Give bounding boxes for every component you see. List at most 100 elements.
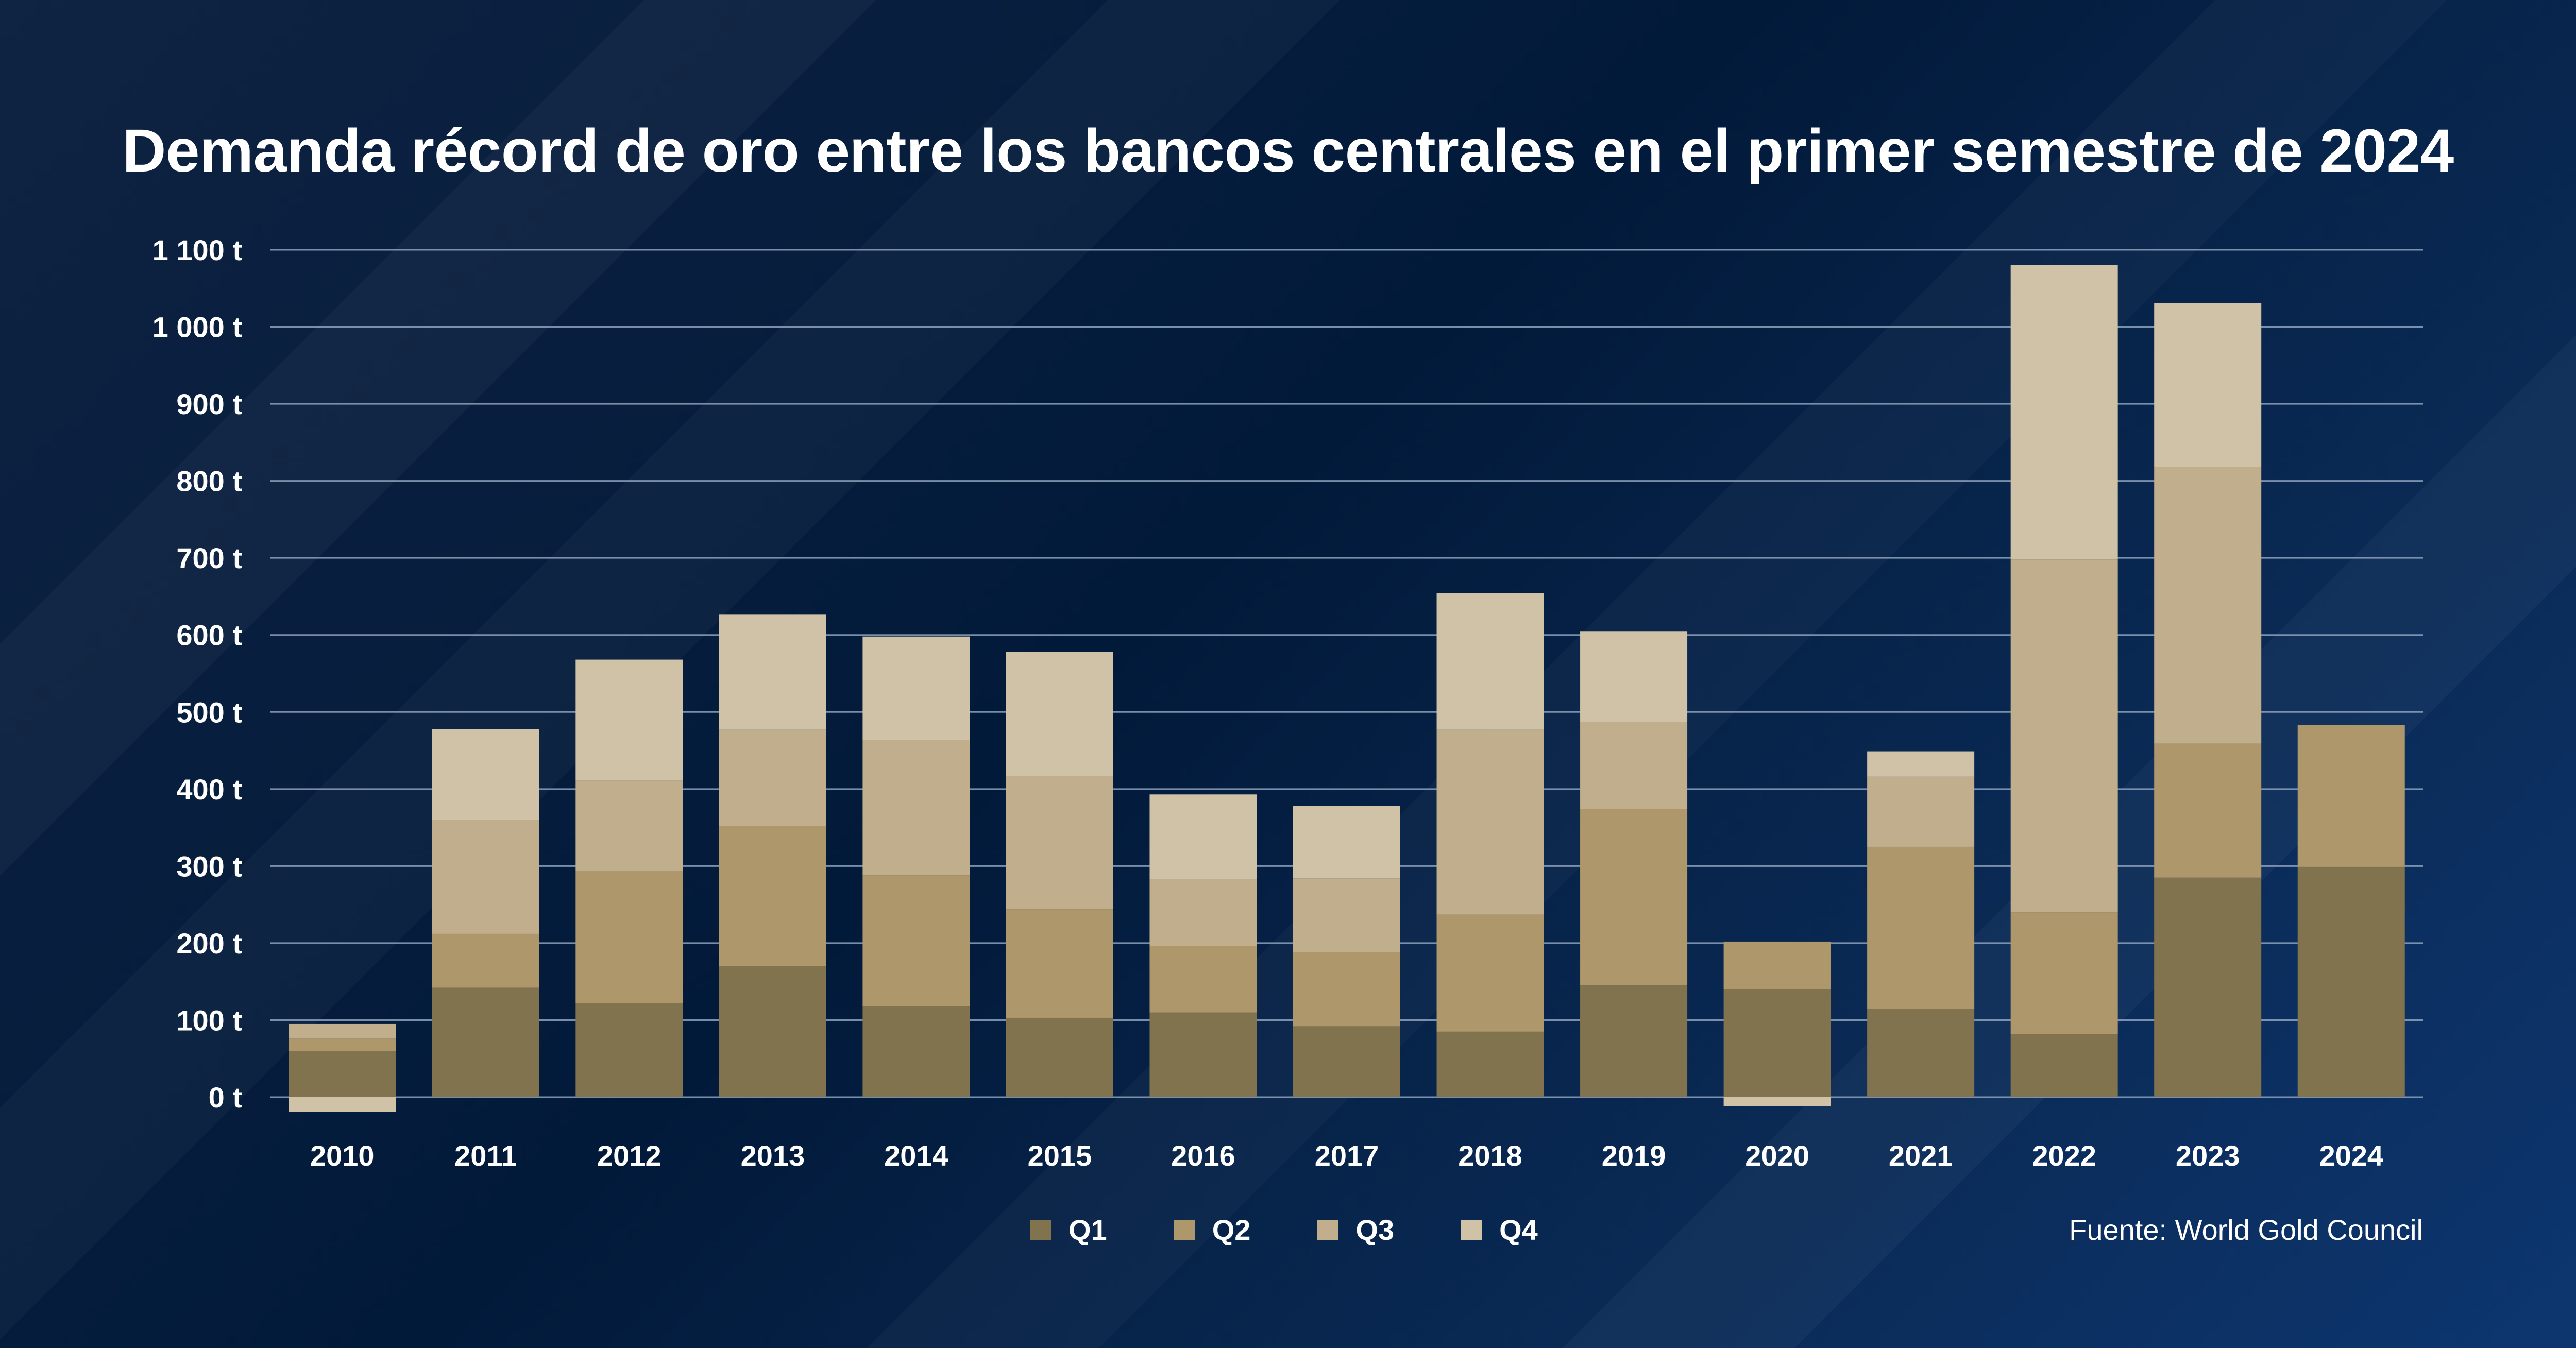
x-tick-label: 2013	[741, 1139, 805, 1172]
bar-segment	[1436, 593, 1544, 730]
x-tick-label: 2012	[597, 1139, 662, 1172]
x-tick-label: 2015	[1028, 1139, 1092, 1172]
bar-segment	[862, 740, 970, 876]
bar-segment	[2010, 1034, 2118, 1097]
bar-segment	[1149, 879, 1257, 946]
bar-segment	[1149, 1012, 1257, 1097]
bar-segment	[1006, 1017, 1113, 1097]
y-tick-label: 1 000 t	[152, 311, 242, 344]
x-tick-label: 2011	[454, 1139, 517, 1172]
legend-item: Q2	[1174, 1213, 1251, 1247]
bar-segment	[432, 933, 539, 988]
bar-segment	[719, 729, 826, 826]
bar-segment	[432, 820, 539, 934]
x-tick-label: 2014	[884, 1139, 948, 1172]
legend-label: Q4	[1499, 1214, 1538, 1246]
x-tick-label: 2023	[2176, 1139, 2240, 1172]
bar-segment	[2154, 743, 2262, 878]
legend-item: Q3	[1317, 1213, 1394, 1247]
legend-label: Q2	[1212, 1214, 1251, 1246]
bar-segment	[2154, 467, 2262, 744]
bar-segment	[1293, 806, 1400, 879]
x-tick-label: 2024	[2319, 1139, 2383, 1172]
x-tick-label: 2016	[1171, 1139, 1235, 1172]
x-tick-label: 2020	[1745, 1139, 1809, 1172]
y-tick-label: 800 t	[176, 465, 242, 498]
legend: Q1 Q2 Q3 Q4	[1030, 1213, 1538, 1247]
bar-segment	[1436, 729, 1544, 915]
y-tick-label: 700 t	[176, 542, 242, 574]
bar-segment	[1723, 1097, 1831, 1106]
y-tick-label: 500 t	[176, 696, 242, 728]
legend-item: Q4	[1461, 1213, 1538, 1247]
bar-segment	[719, 614, 826, 730]
x-tick-label: 2022	[2032, 1139, 2096, 1172]
bar-segment	[1723, 989, 1831, 1097]
y-tick-label: 100 t	[176, 1004, 242, 1036]
y-tick-label: 900 t	[176, 388, 242, 420]
bar-segment	[2010, 265, 2118, 560]
bar-segment	[289, 1097, 396, 1112]
bar-segment	[289, 1038, 396, 1051]
legend-swatch	[1174, 1219, 1195, 1240]
legend-swatch	[1030, 1219, 1051, 1240]
bar-segment	[289, 1023, 396, 1039]
legend-swatch	[1461, 1219, 1482, 1240]
bar-segment	[1580, 631, 1688, 722]
legend-swatch	[1317, 1219, 1338, 1240]
x-tick-label: 2021	[1889, 1139, 1953, 1172]
y-tick-label: 200 t	[176, 927, 242, 960]
legend-item: Q1	[1030, 1213, 1107, 1247]
bar-segment	[719, 966, 826, 1097]
bar-segment	[1293, 1026, 1400, 1097]
y-tick-label: 1 100 t	[152, 234, 242, 266]
bar-segment	[1006, 652, 1113, 776]
bar-segment	[1293, 878, 1400, 952]
bar-segment	[1149, 946, 1257, 1013]
y-tick-label: 400 t	[176, 773, 242, 806]
y-tick-label: 0 t	[209, 1081, 242, 1114]
legend-label: Q3	[1355, 1214, 1395, 1246]
chart-title: Demanda récord de oro entre los bancos c…	[122, 117, 2454, 185]
bar-segment	[862, 636, 970, 740]
bar-segment	[1867, 846, 1975, 1009]
bar-segment	[1293, 952, 1400, 1027]
bar-segment	[1149, 794, 1257, 879]
x-tick-label: 2017	[1315, 1139, 1379, 1172]
bar-segment	[2154, 877, 2262, 1097]
bar-segment	[575, 1003, 683, 1097]
y-tick-label: 300 t	[176, 850, 242, 882]
bar-segment	[2010, 912, 2118, 1034]
bar-segment	[1580, 985, 1688, 1097]
bar-segment	[1006, 776, 1113, 910]
bar-segment	[862, 1006, 970, 1097]
x-tick-label: 2018	[1458, 1139, 1522, 1172]
bar-segment	[575, 659, 683, 781]
x-tick-label: 2010	[310, 1139, 375, 1172]
x-tick-label: 2019	[1602, 1139, 1666, 1172]
bar-segment	[1867, 1009, 1975, 1097]
bar-segment	[2297, 866, 2405, 1097]
bar-segment	[432, 729, 539, 820]
bar-segment	[1723, 941, 1831, 989]
y-tick-label: 600 t	[176, 619, 242, 652]
bar-segment	[1580, 809, 1688, 986]
source-note: Fuente: World Gold Council	[2069, 1214, 2423, 1246]
bar-segment	[2297, 725, 2405, 867]
bar-segment	[719, 826, 826, 966]
bar-segment	[1867, 776, 1975, 847]
legend-label: Q1	[1069, 1214, 1107, 1246]
bar-segment	[2010, 559, 2118, 913]
bar-segment	[432, 987, 539, 1097]
bar-segment	[1867, 751, 1975, 777]
bar-segment	[1580, 722, 1688, 809]
bar-segment	[575, 780, 683, 871]
bar-segment	[289, 1051, 396, 1097]
bar-segment	[1436, 1031, 1544, 1097]
bar-segment	[862, 875, 970, 1006]
bar-segment	[1006, 909, 1113, 1018]
bar-segment	[2154, 303, 2262, 467]
bar-segment	[575, 871, 683, 1003]
